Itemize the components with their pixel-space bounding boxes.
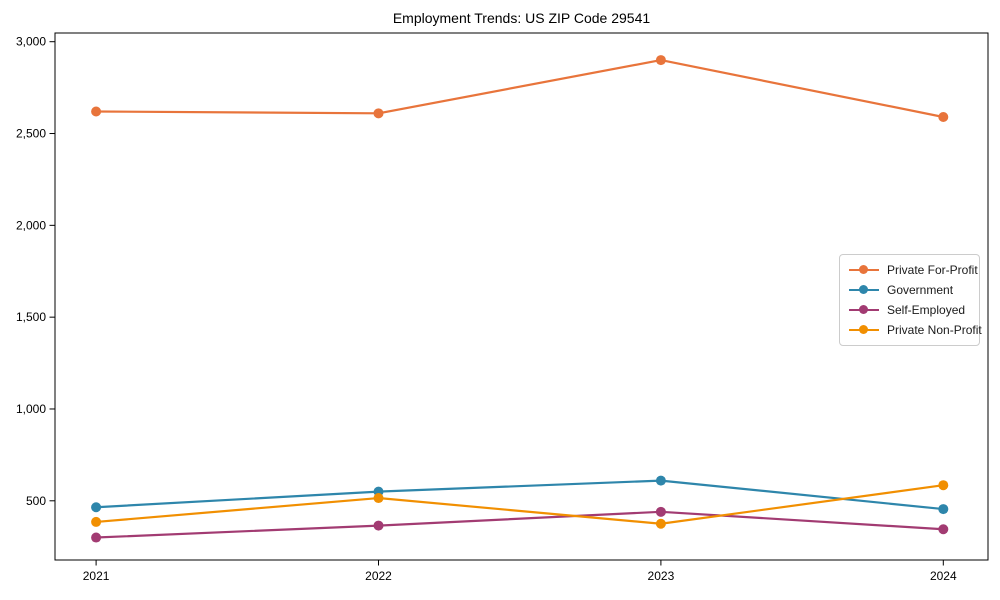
legend: Private For-Profit Government Self-Employe… xyxy=(839,254,982,346)
data-point-government-2023 xyxy=(655,475,666,486)
data-point-government-2021 xyxy=(91,502,102,513)
y-tick-label: 500 xyxy=(26,494,46,508)
legend-label: Private For-Profit xyxy=(887,263,978,277)
data-point-government-2024 xyxy=(938,504,949,515)
x-tick-label: 2021 xyxy=(83,569,110,583)
legend-label: Self-Employed xyxy=(887,303,966,317)
data-point-self-employed-2022 xyxy=(373,520,384,531)
y-tick-label: 2,000 xyxy=(16,218,46,232)
axes-frame xyxy=(54,32,989,561)
x-tick-label: 2024 xyxy=(930,569,957,583)
chart-title: Employment Trends: US ZIP Code 29541 xyxy=(392,10,651,26)
series-line-government xyxy=(96,479,944,511)
legend-item-private-for-profit: Private For-Profit xyxy=(849,260,978,280)
data-point-self-employed-2023 xyxy=(655,506,666,517)
legend-marker-icon xyxy=(849,285,879,295)
legend-item-self-employed: Self-Employed xyxy=(849,300,970,320)
data-point-private-for-profit-2021 xyxy=(91,106,102,117)
legend-item-government: Government xyxy=(849,280,970,300)
data-point-private-for-profit-2024 xyxy=(938,111,949,122)
legend-label: Private Non-Profit xyxy=(887,323,982,337)
data-point-self-employed-2021 xyxy=(91,532,102,543)
data-point-self-employed-2024 xyxy=(938,524,949,535)
legend-marker-icon xyxy=(849,265,879,275)
y-tick-label: 2,500 xyxy=(16,127,46,141)
y-tick-label: 1,500 xyxy=(16,310,46,324)
x-tick-label: 2023 xyxy=(648,569,675,583)
x-tick-label: 2022 xyxy=(365,569,392,583)
y-tick-label: 1,000 xyxy=(16,402,46,416)
y-tick-label: 3,000 xyxy=(16,35,46,49)
data-point-private-non-profit-2021 xyxy=(91,516,102,527)
series-line-private-for-profit xyxy=(96,58,944,119)
data-point-private-for-profit-2022 xyxy=(373,108,384,119)
legend-marker-icon xyxy=(849,325,879,335)
legend-marker-icon xyxy=(849,305,879,315)
data-point-private-non-profit-2023 xyxy=(655,518,666,529)
data-point-private-for-profit-2023 xyxy=(655,55,666,66)
data-point-private-non-profit-2024 xyxy=(938,480,949,491)
legend-label: Government xyxy=(887,283,954,297)
series-line-private-non-profit xyxy=(96,484,944,525)
legend-item-private-non-profit: Private Non-Profit xyxy=(849,320,982,340)
data-point-private-non-profit-2022 xyxy=(373,493,384,504)
series-line-self-employed xyxy=(96,510,944,539)
